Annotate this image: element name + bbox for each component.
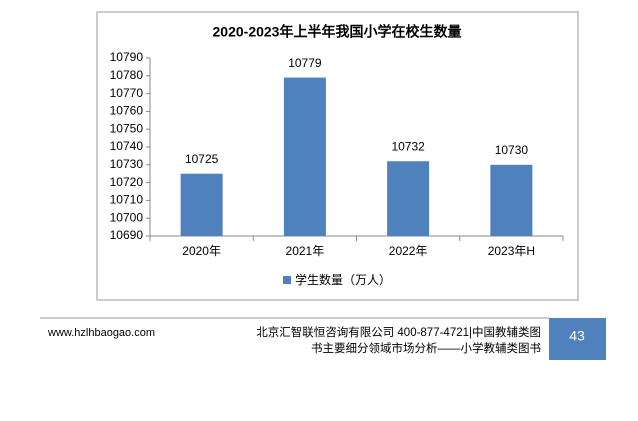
y-tick-label: 10740 — [110, 139, 144, 153]
x-tick-label: 2021年 — [286, 244, 325, 258]
bar — [283, 77, 326, 236]
footer-line: 北京汇智联恒咨询有限公司 400-877-4721|中国教辅类图 — [256, 325, 541, 339]
data-label: 10725 — [185, 152, 219, 166]
y-tick-label: 10780 — [110, 68, 144, 82]
legend-label: 学生数量（万人） — [295, 272, 391, 287]
y-tick-label: 10760 — [110, 104, 144, 118]
bar — [490, 164, 533, 236]
x-tick-label: 2023年H — [488, 244, 535, 258]
chart-frame — [96, 11, 579, 301]
y-tick-label: 10750 — [110, 121, 144, 135]
y-tick-label: 10790 — [110, 50, 144, 64]
data-label: 10779 — [288, 56, 322, 70]
y-tick-label: 10690 — [110, 228, 144, 242]
legend-swatch — [283, 276, 291, 284]
page-number-box — [549, 318, 606, 360]
y-tick-label: 10770 — [110, 86, 144, 100]
x-tick-label: 2022年 — [389, 244, 428, 258]
data-label: 10730 — [495, 143, 529, 157]
bar — [180, 173, 223, 236]
page-number: 43 — [569, 328, 585, 344]
x-tick-label: 2020年 — [182, 244, 221, 258]
y-tick-label: 10730 — [110, 157, 144, 171]
y-tick-label: 10700 — [110, 210, 144, 224]
data-label: 10732 — [391, 139, 425, 153]
chart-title: 2020-2023年上半年我国小学在校生数量 — [213, 24, 462, 40]
y-tick-label: 10720 — [110, 175, 144, 189]
y-tick-label: 10710 — [110, 193, 144, 207]
footer-line: 书主要细分领域市场分析——小学教辅类图书 — [311, 341, 541, 355]
bar — [387, 161, 430, 236]
footer-website: www.hzlhbaogao.com — [47, 327, 155, 339]
